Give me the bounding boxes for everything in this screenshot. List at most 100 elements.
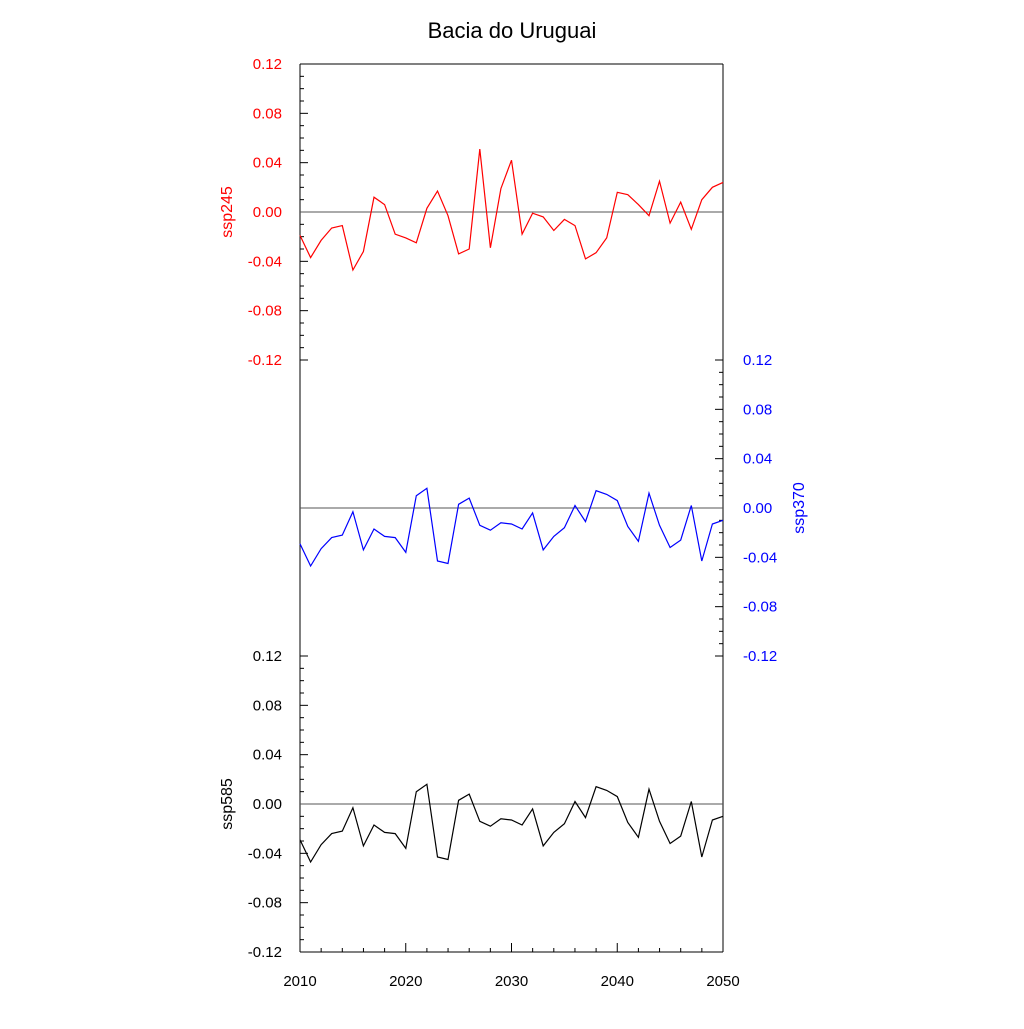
data-point <box>521 233 524 236</box>
data-point <box>383 203 386 206</box>
data-point <box>552 535 555 538</box>
data-point <box>616 499 619 502</box>
data-point <box>447 214 450 217</box>
data-point <box>404 551 407 554</box>
data-point <box>415 241 418 244</box>
data-point <box>330 832 333 835</box>
data-point <box>679 835 682 838</box>
data-point <box>573 224 576 227</box>
data-point <box>436 190 439 193</box>
data-point <box>330 227 333 230</box>
y-tick-label: 0.04 <box>253 747 282 764</box>
series-line <box>299 783 724 864</box>
y-tick-label: 0.08 <box>253 105 282 122</box>
data-point <box>468 793 471 796</box>
data-point <box>499 187 502 190</box>
data-point <box>489 529 492 532</box>
data-point <box>563 526 566 529</box>
y-tick-label: 0.04 <box>253 155 282 172</box>
data-point <box>341 224 344 227</box>
y-tick-label: -0.08 <box>248 303 282 320</box>
data-point <box>415 790 418 793</box>
data-point <box>478 524 481 527</box>
data-point <box>320 843 323 846</box>
data-point <box>679 539 682 542</box>
series-ssp245: 0.12 0.08 0.04 0.00 -0.04 -0.08 -0.12 ssp245 <box>219 56 724 369</box>
y-tick-label: 0.04 <box>743 451 772 468</box>
data-point <box>595 251 598 254</box>
y-tick-label: -0.12 <box>248 352 282 369</box>
data-point <box>510 159 513 162</box>
data-point <box>647 788 650 791</box>
data-point <box>584 257 587 260</box>
data-point <box>605 789 608 792</box>
data-point <box>542 844 545 847</box>
data-point <box>468 497 471 500</box>
data-point <box>711 523 714 526</box>
data-point <box>478 820 481 823</box>
x-tick-label: 2040 <box>601 973 634 990</box>
y-tick-label: 0.00 <box>253 796 282 813</box>
data-point <box>605 236 608 239</box>
data-point <box>351 806 354 809</box>
data-point <box>341 534 344 537</box>
data-point <box>510 523 513 526</box>
data-point <box>425 783 428 786</box>
data-point <box>373 823 376 826</box>
data-point <box>626 821 629 824</box>
data-point <box>542 548 545 551</box>
data-point <box>711 819 714 822</box>
x-tick-label: 2020 <box>389 973 422 990</box>
data-point <box>362 250 365 253</box>
data-point <box>531 511 534 514</box>
data-point <box>394 832 397 835</box>
data-point <box>521 527 524 530</box>
data-point <box>309 256 312 259</box>
data-point <box>722 815 725 818</box>
data-point <box>320 239 323 242</box>
data-point <box>299 542 302 545</box>
x-tick-label: 2030 <box>495 973 528 990</box>
data-point <box>658 820 661 823</box>
y-tick-label: 0.00 <box>743 500 772 517</box>
y-tick-label: -0.04 <box>248 253 282 270</box>
data-point <box>457 252 460 255</box>
data-point <box>669 546 672 549</box>
data-point <box>404 847 407 850</box>
series-ssp585: 0.12 0.08 0.04 0.00 -0.04 -0.08 -0.12 ssp585 <box>219 648 725 961</box>
data-point <box>447 562 450 565</box>
data-point <box>499 521 502 524</box>
y-tick-label: 0.12 <box>743 352 772 369</box>
data-point <box>373 527 376 530</box>
data-point <box>351 268 354 271</box>
y-tick-label: -0.08 <box>743 599 777 616</box>
data-point <box>637 203 640 206</box>
data-point <box>626 193 629 196</box>
data-point <box>542 215 545 218</box>
data-point <box>700 560 703 563</box>
data-point <box>647 492 650 495</box>
data-point <box>552 229 555 232</box>
data-point <box>690 504 693 507</box>
data-point <box>404 236 407 239</box>
data-point <box>605 493 608 496</box>
y-tick-label: 0.12 <box>253 56 282 73</box>
data-point <box>299 838 302 841</box>
data-point <box>521 823 524 826</box>
data-point <box>563 822 566 825</box>
data-point <box>584 816 587 819</box>
data-point <box>669 842 672 845</box>
data-point <box>584 520 587 523</box>
data-point <box>330 536 333 539</box>
data-point <box>531 807 534 810</box>
data-point <box>362 548 365 551</box>
data-point <box>510 819 513 822</box>
data-point <box>394 536 397 539</box>
data-point <box>563 218 566 221</box>
data-point <box>415 494 418 497</box>
data-point <box>341 830 344 833</box>
data-point <box>679 201 682 204</box>
data-point <box>690 800 693 803</box>
data-point <box>489 825 492 828</box>
